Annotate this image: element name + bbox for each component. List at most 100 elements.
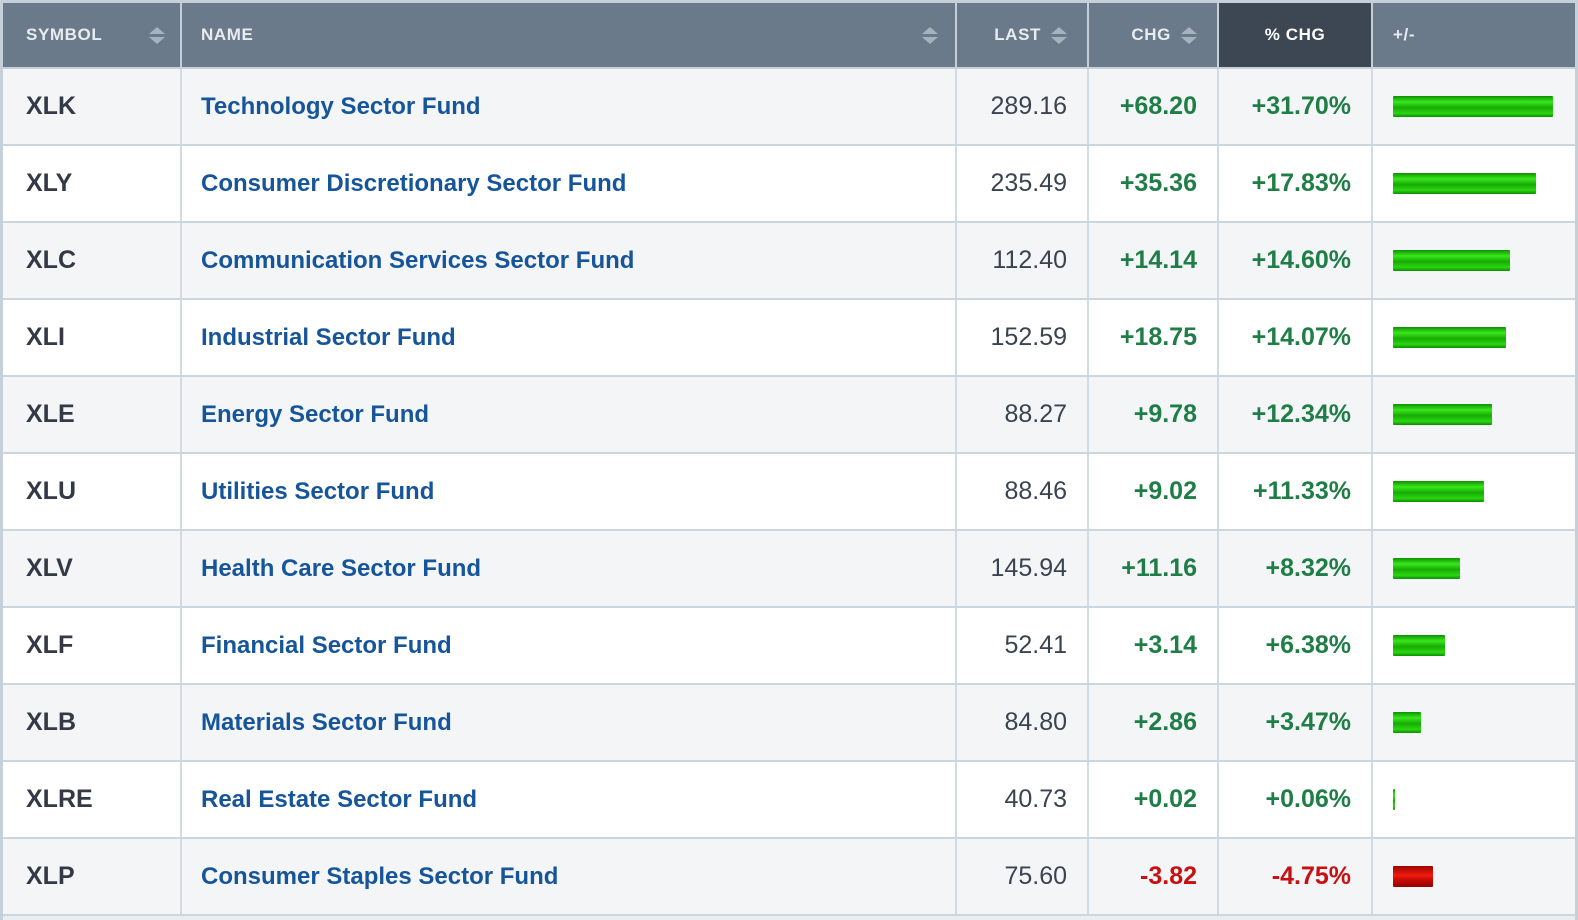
change-bar — [1393, 250, 1510, 271]
column-header-last-label: LAST — [994, 25, 1041, 44]
symbol-cell: XLI — [3, 300, 182, 375]
percent-change-cell: -4.75% — [1219, 839, 1373, 914]
column-header-last[interactable]: LAST — [957, 3, 1089, 67]
change-bar-cell — [1373, 377, 1575, 452]
change-bar — [1393, 558, 1460, 579]
table-header: SYMBOL NAME LAST CHG % CHG +/- — [3, 3, 1575, 69]
change-cell: +0.02 — [1089, 762, 1219, 837]
column-header-pct-chg-active-sort[interactable]: % CHG — [1219, 3, 1373, 67]
percent-change-cell: +14.60% — [1219, 223, 1373, 298]
table-row[interactable]: XLK Technology Sector Fund 289.16 +68.20… — [3, 69, 1575, 146]
last-price-cell: 84.80 — [957, 685, 1089, 760]
fund-name-link[interactable]: Industrial Sector Fund — [201, 323, 456, 351]
name-cell: Materials Sector Fund — [182, 685, 957, 760]
change-bar — [1393, 712, 1421, 733]
change-bar-cell — [1373, 531, 1575, 606]
change-bar-cell — [1373, 454, 1575, 529]
change-bar-cell — [1373, 69, 1575, 144]
name-cell: Technology Sector Fund — [182, 69, 957, 144]
change-cell: -3.82 — [1089, 839, 1219, 914]
table-row[interactable]: XLP Consumer Staples Sector Fund 75.60 -… — [3, 839, 1575, 916]
fund-name-link[interactable]: Consumer Staples Sector Fund — [201, 862, 559, 890]
column-header-symbol-label: SYMBOL — [26, 25, 103, 44]
change-cell: +14.14 — [1089, 223, 1219, 298]
last-price-cell: 88.27 — [957, 377, 1089, 452]
table-row[interactable]: XLI Industrial Sector Fund 152.59 +18.75… — [3, 300, 1575, 377]
symbol-cell: XLP — [3, 839, 182, 914]
change-bar — [1393, 404, 1492, 425]
sort-icon[interactable] — [1051, 26, 1067, 44]
sort-icon[interactable] — [922, 26, 938, 44]
last-price-cell: 152.59 — [957, 300, 1089, 375]
symbol-cell: XLY — [3, 146, 182, 221]
fund-name-link[interactable]: Real Estate Sector Fund — [201, 785, 478, 813]
change-bar — [1393, 789, 1395, 810]
change-cell: +3.14 — [1089, 608, 1219, 683]
change-bar-cell — [1373, 146, 1575, 221]
sort-icon[interactable] — [149, 26, 165, 44]
last-price-cell: 235.49 — [957, 146, 1089, 221]
change-bar-cell — [1373, 223, 1575, 298]
change-cell: +9.02 — [1089, 454, 1219, 529]
fund-name-link[interactable]: Health Care Sector Fund — [201, 554, 482, 582]
name-cell: Industrial Sector Fund — [182, 300, 957, 375]
percent-change-cell: +14.07% — [1219, 300, 1373, 375]
column-header-name-label: NAME — [201, 25, 254, 44]
table-row[interactable]: XLV Health Care Sector Fund 145.94 +11.1… — [3, 531, 1575, 608]
fund-name-link[interactable]: Communication Services Sector Fund — [201, 246, 635, 274]
fund-name-link[interactable]: Technology Sector Fund — [201, 92, 481, 120]
change-bar — [1393, 96, 1553, 117]
percent-change-cell: +12.34% — [1219, 377, 1373, 452]
last-price-cell: 145.94 — [957, 531, 1089, 606]
column-header-name[interactable]: NAME — [182, 3, 957, 67]
last-price-cell: 112.40 — [957, 223, 1089, 298]
percent-change-cell: +17.83% — [1219, 146, 1373, 221]
column-header-change-bar: +/- — [1373, 3, 1575, 67]
change-cell: +9.78 — [1089, 377, 1219, 452]
last-price-cell: 88.46 — [957, 454, 1089, 529]
last-price-cell: 75.60 — [957, 839, 1089, 914]
symbol-cell: XLB — [3, 685, 182, 760]
column-header-pct-chg-label: % CHG — [1264, 25, 1326, 44]
name-cell: Utilities Sector Fund — [182, 454, 957, 529]
column-header-chg-label: CHG — [1131, 25, 1171, 44]
name-cell: Energy Sector Fund — [182, 377, 957, 452]
column-header-change-bar-label: +/- — [1393, 25, 1416, 44]
symbol-cell: XLRE — [3, 762, 182, 837]
percent-change-cell: +0.06% — [1219, 762, 1373, 837]
fund-name-link[interactable]: Materials Sector Fund — [201, 708, 452, 736]
change-bar — [1393, 866, 1433, 887]
fund-name-link[interactable]: Utilities Sector Fund — [201, 477, 435, 505]
table-row[interactable]: XLC Communication Services Sector Fund 1… — [3, 223, 1575, 300]
table-row[interactable]: XLY Consumer Discretionary Sector Fund 2… — [3, 146, 1575, 223]
last-price-cell: 52.41 — [957, 608, 1089, 683]
table-row[interactable]: XLF Financial Sector Fund 52.41 +3.14 +6… — [3, 608, 1575, 685]
table-row[interactable]: XLB Materials Sector Fund 84.80 +2.86 +3… — [3, 685, 1575, 762]
change-bar-cell — [1373, 839, 1575, 914]
last-price-cell: 289.16 — [957, 69, 1089, 144]
symbol-cell: XLU — [3, 454, 182, 529]
name-cell: Financial Sector Fund — [182, 608, 957, 683]
name-cell: Communication Services Sector Fund — [182, 223, 957, 298]
sort-icon[interactable] — [1181, 26, 1197, 44]
table-row[interactable]: XLE Energy Sector Fund 88.27 +9.78 +12.3… — [3, 377, 1575, 454]
column-header-chg[interactable]: CHG — [1089, 3, 1219, 67]
percent-change-cell: +3.47% — [1219, 685, 1373, 760]
symbol-cell: XLC — [3, 223, 182, 298]
table-row[interactable]: XLU Utilities Sector Fund 88.46 +9.02 +1… — [3, 454, 1575, 531]
symbol-cell: XLE — [3, 377, 182, 452]
change-bar-cell — [1373, 608, 1575, 683]
change-bar — [1393, 327, 1506, 348]
table-row[interactable]: XLRE Real Estate Sector Fund 40.73 +0.02… — [3, 762, 1575, 839]
column-header-symbol[interactable]: SYMBOL — [3, 3, 182, 67]
change-bar-cell — [1373, 300, 1575, 375]
name-cell: Consumer Discretionary Sector Fund — [182, 146, 957, 221]
name-cell: Real Estate Sector Fund — [182, 762, 957, 837]
fund-name-link[interactable]: Consumer Discretionary Sector Fund — [201, 169, 627, 197]
change-bar-cell — [1373, 762, 1575, 837]
name-cell: Consumer Staples Sector Fund — [182, 839, 957, 914]
fund-name-link[interactable]: Financial Sector Fund — [201, 631, 452, 659]
fund-name-link[interactable]: Energy Sector Fund — [201, 400, 430, 428]
symbol-cell: XLK — [3, 69, 182, 144]
